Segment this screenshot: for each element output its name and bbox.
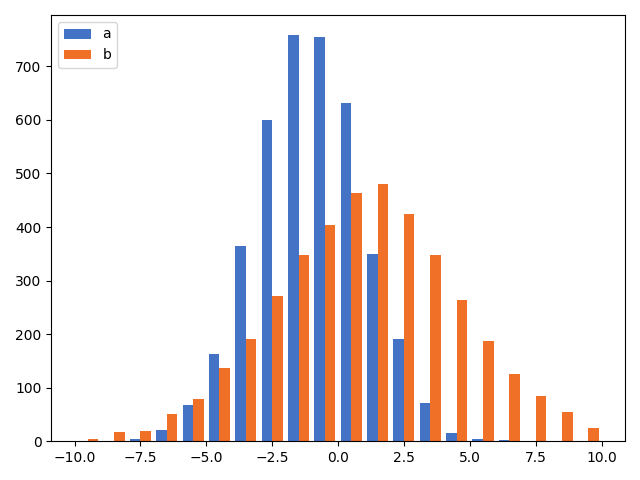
Bar (114, 432, 125, 441)
Bar (367, 254, 378, 441)
Legend: a, b: a, b (58, 22, 117, 68)
Bar (314, 37, 325, 441)
Bar (404, 214, 415, 441)
Bar (509, 374, 520, 441)
Bar (130, 439, 140, 441)
Bar (351, 193, 362, 441)
Bar (220, 368, 230, 441)
Bar (483, 341, 493, 441)
Bar (209, 354, 220, 441)
Bar (167, 415, 177, 441)
Bar (588, 429, 599, 441)
Bar (156, 430, 167, 441)
Bar (499, 440, 509, 441)
Bar (262, 120, 272, 441)
Bar (193, 399, 204, 441)
Bar (288, 36, 298, 441)
Bar (446, 432, 456, 441)
Bar (246, 339, 257, 441)
Bar (378, 184, 388, 441)
Bar (88, 439, 99, 441)
Bar (236, 246, 246, 441)
Bar (394, 339, 404, 441)
Bar (325, 225, 335, 441)
Bar (456, 300, 467, 441)
Bar (420, 403, 430, 441)
Bar (182, 405, 193, 441)
Bar (430, 255, 441, 441)
Bar (140, 431, 151, 441)
Bar (472, 439, 483, 441)
Bar (272, 296, 283, 441)
Bar (340, 103, 351, 441)
Bar (298, 255, 309, 441)
Bar (562, 412, 573, 441)
Bar (536, 396, 546, 441)
